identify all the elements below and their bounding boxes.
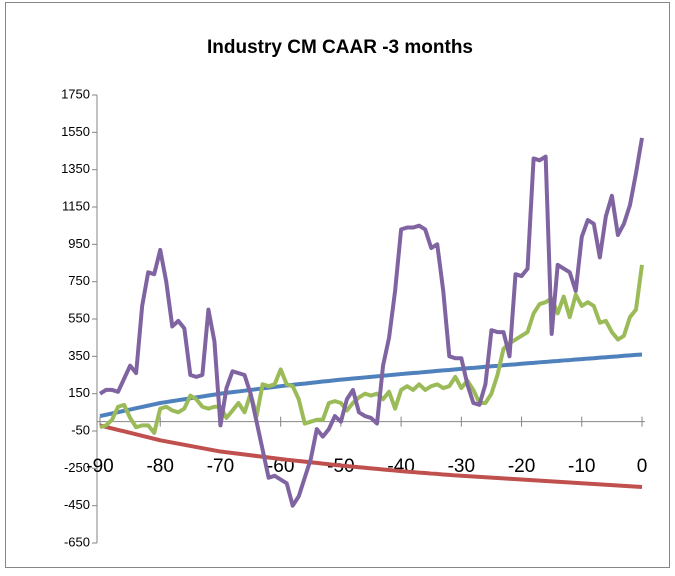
- line-series: [98, 137, 644, 508]
- line-series: [99, 423, 643, 489]
- x-tick-label: -10: [568, 456, 595, 477]
- x-tick-label: -80: [146, 456, 173, 477]
- y-tick-label: 1150: [62, 198, 90, 213]
- y-tick-label: 1750: [61, 86, 90, 101]
- y-tick-label: 1350: [61, 161, 90, 176]
- y-tick-label: 950: [68, 236, 90, 251]
- y-tick-label: 1550: [61, 124, 90, 139]
- x-tick-label: -90: [86, 456, 113, 477]
- y-tick-label: -450: [64, 497, 90, 512]
- y-tick-label: -250: [64, 460, 90, 475]
- chart-title: Industry CM CAAR -3 months: [207, 37, 473, 58]
- x-tick-label: -30: [448, 456, 475, 477]
- y-tick-label: 550: [68, 310, 90, 325]
- x-tick-label: 0: [637, 456, 648, 477]
- x-tick-label: -70: [207, 456, 234, 477]
- y-tick-label: 150: [68, 385, 90, 400]
- y-tick-label: 350: [68, 348, 90, 363]
- y-tick-label: -650: [64, 534, 90, 549]
- y-tick-label: -50: [71, 422, 90, 437]
- y-tick-label: 750: [68, 273, 90, 288]
- chart-frame: [5, 2, 670, 568]
- x-tick-label: -20: [508, 456, 535, 477]
